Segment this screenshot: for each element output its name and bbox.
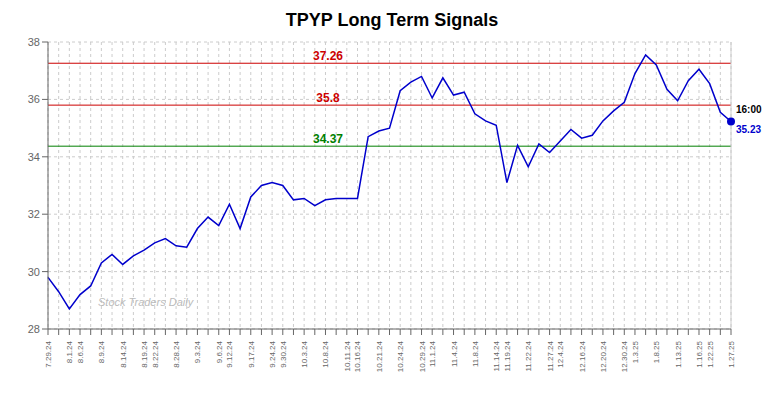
svg-text:38: 38 — [28, 36, 40, 48]
svg-text:11.27.24: 11.27.24 — [546, 340, 555, 371]
svg-text:11.22.24: 11.22.24 — [524, 340, 533, 371]
svg-text:10.21.24: 10.21.24 — [375, 340, 384, 372]
svg-text:9.30.24: 9.30.24 — [279, 340, 288, 367]
html-text:TPYP Long Term Signals: TPYP Long Term Signals — [285, 10, 499, 30]
svg-text:11.14.24: 11.14.24 — [492, 340, 501, 371]
svg-text:1.13.25: 1.13.25 — [674, 340, 683, 367]
svg-text:8.14.24: 8.14.24 — [119, 340, 128, 367]
svg-text:1.8.25: 1.8.25 — [652, 340, 661, 363]
svg-text:30: 30 — [28, 266, 40, 278]
html-text:Stock Traders Daily: Stock Traders Daily — [98, 296, 194, 308]
svg-text:37.26: 37.26 — [313, 49, 343, 63]
svg-text:8.6.24: 8.6.24 — [76, 340, 85, 363]
svg-text:12.20.24: 12.20.24 — [599, 340, 608, 372]
svg-text:8.22.24: 8.22.24 — [151, 340, 160, 367]
svg-text:9.24.24: 9.24.24 — [268, 340, 277, 367]
svg-text:32: 32 — [28, 208, 40, 220]
svg-text:12.4.24: 12.4.24 — [556, 340, 565, 367]
svg-text:10.3.24: 10.3.24 — [300, 340, 309, 367]
svg-text:1.16.25: 1.16.25 — [695, 340, 704, 367]
svg-text:8.1.24: 8.1.24 — [65, 340, 74, 363]
svg-text:12.16.24: 12.16.24 — [578, 340, 587, 372]
svg-text:28: 28 — [28, 323, 40, 335]
svg-text:1.27.25: 1.27.25 — [727, 340, 736, 367]
svg-text:1.3.25: 1.3.25 — [631, 340, 640, 363]
svg-text:11.8.24: 11.8.24 — [471, 340, 480, 367]
svg-text:8.28.24: 8.28.24 — [172, 340, 181, 367]
svg-text:12.30.24: 12.30.24 — [620, 340, 629, 372]
svg-text:10.11.24: 10.11.24 — [343, 340, 352, 371]
svg-text:11.19.24: 11.19.24 — [503, 340, 512, 371]
svg-text:16:00: 16:00 — [736, 104, 762, 115]
svg-text:11.1.24: 11.1.24 — [428, 340, 437, 367]
svg-text:10.24.24: 10.24.24 — [396, 340, 405, 372]
svg-text:7.29.24: 7.29.24 — [44, 340, 53, 367]
svg-text:34.37: 34.37 — [313, 132, 343, 146]
svg-text:10.8.24: 10.8.24 — [321, 340, 330, 367]
svg-text:35.23: 35.23 — [736, 124, 761, 135]
svg-text:34: 34 — [28, 151, 40, 163]
svg-text:9.17.24: 9.17.24 — [247, 340, 256, 367]
svg-text:9.3.24: 9.3.24 — [193, 340, 202, 363]
svg-text:36: 36 — [28, 93, 40, 105]
svg-text:10.16.24: 10.16.24 — [353, 340, 362, 372]
svg-text:35.8: 35.8 — [316, 91, 340, 105]
svg-text:1.22.25: 1.22.25 — [706, 340, 715, 367]
svg-text:9.12.24: 9.12.24 — [225, 340, 234, 367]
svg-text:8.9.24: 8.9.24 — [97, 340, 106, 363]
svg-text:10.29.24: 10.29.24 — [418, 340, 427, 372]
svg-text:8.19.24: 8.19.24 — [140, 340, 149, 367]
svg-text:9.6.24: 9.6.24 — [215, 340, 224, 363]
svg-text:11.4.24: 11.4.24 — [450, 340, 459, 367]
